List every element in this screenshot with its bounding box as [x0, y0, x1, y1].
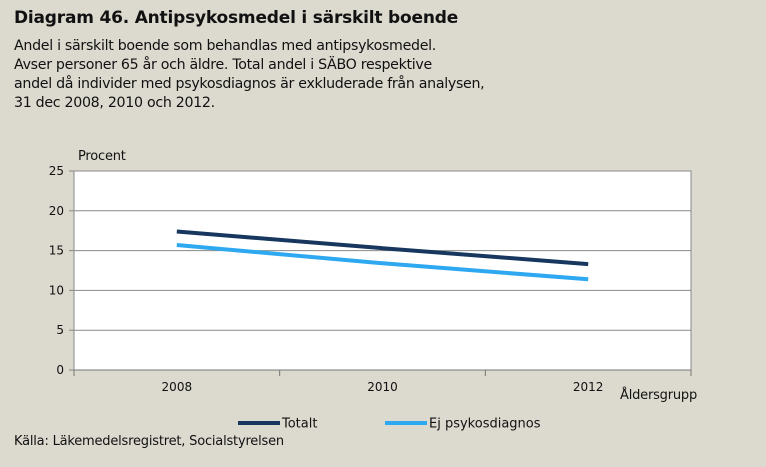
y-tick-label: 25	[49, 164, 64, 178]
x-tick-label: 2010	[367, 380, 398, 394]
x-axis-label: Åldersgrupp	[620, 388, 698, 403]
y-tick-label: 20	[49, 204, 64, 218]
x-tick-label: 2012	[573, 380, 604, 394]
plot-area	[73, 170, 692, 371]
subtitle-line: Andel i särskilt boende som behandlas me…	[14, 38, 436, 54]
chart-title: Diagram 46. Antipsykosmedel i särskilt b…	[14, 8, 459, 28]
y-axis-label: Procent	[78, 149, 126, 164]
source-note: Källa: Läkemedelsregistret, Socialstyrel…	[14, 434, 284, 449]
chart-subtitle: Andel i särskilt boende som behandlas me…	[14, 37, 634, 113]
legend-label: Totalt	[281, 417, 317, 432]
x-tick-label: 2008	[162, 380, 193, 394]
y-tick-label: 10	[49, 283, 64, 297]
subtitle-line: andel då individer med psykosdiagnos är …	[14, 76, 485, 92]
series-line	[176, 243, 589, 282]
y-tick-label: 5	[56, 323, 64, 337]
y-tick-label: 0	[56, 363, 64, 377]
series-line	[176, 229, 589, 267]
y-tick-label: 15	[49, 244, 64, 258]
legend-label: Ej psykosdiagnos	[429, 417, 541, 432]
subtitle-line: 31 dec 2008, 2010 och 2012.	[14, 95, 215, 111]
subtitle-line: Avser personer 65 år och äldre. Total an…	[14, 57, 432, 73]
